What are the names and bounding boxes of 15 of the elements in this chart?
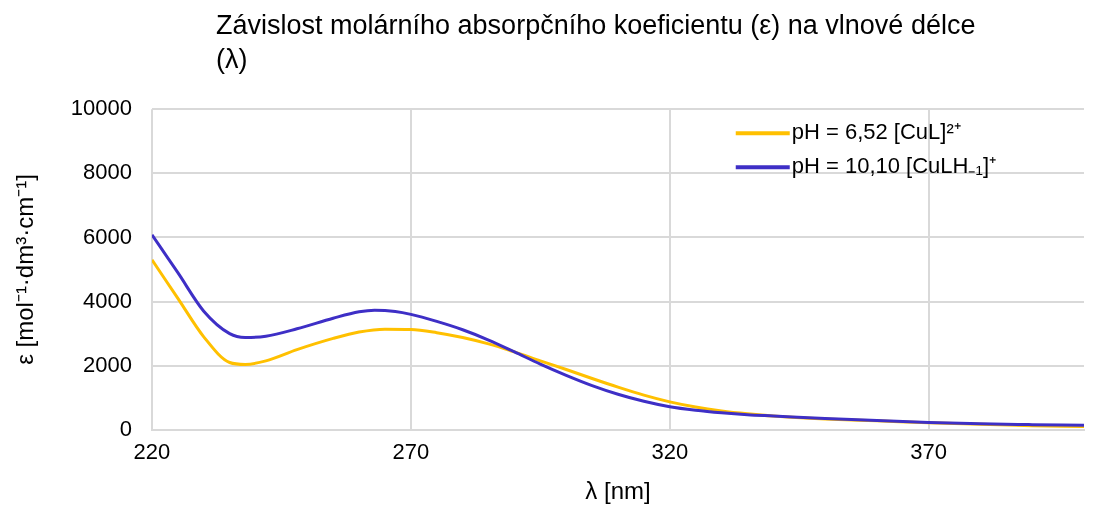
y-tick-label: 4000 (83, 287, 132, 313)
legend-label: pH = 10,10 [CuLH₋₁]⁺ (791, 153, 997, 179)
x-tick-label: 320 (651, 439, 689, 465)
y-tick-label: 10000 (70, 95, 132, 121)
y-tick-label: 2000 (83, 351, 132, 377)
y-axis-title: ε [mol⁻¹·dm³·cm⁻¹] (11, 174, 39, 365)
x-tick-label: 270 (392, 439, 430, 465)
y-tick-label: 8000 (83, 159, 132, 185)
x-axis-title: λ [nm] (585, 477, 651, 505)
y-tick-label: 6000 (83, 223, 132, 249)
x-tick-label: 370 (910, 439, 948, 465)
y-tick-label: 0 (119, 415, 132, 441)
legend-label: pH = 6,52 [CuL]²⁺ (791, 119, 961, 145)
chart-title: Závislost molárního absorpčního koeficientu (ε) na vlnové délce (λ) (216, 9, 976, 76)
x-tick-label: 220 (133, 439, 171, 465)
